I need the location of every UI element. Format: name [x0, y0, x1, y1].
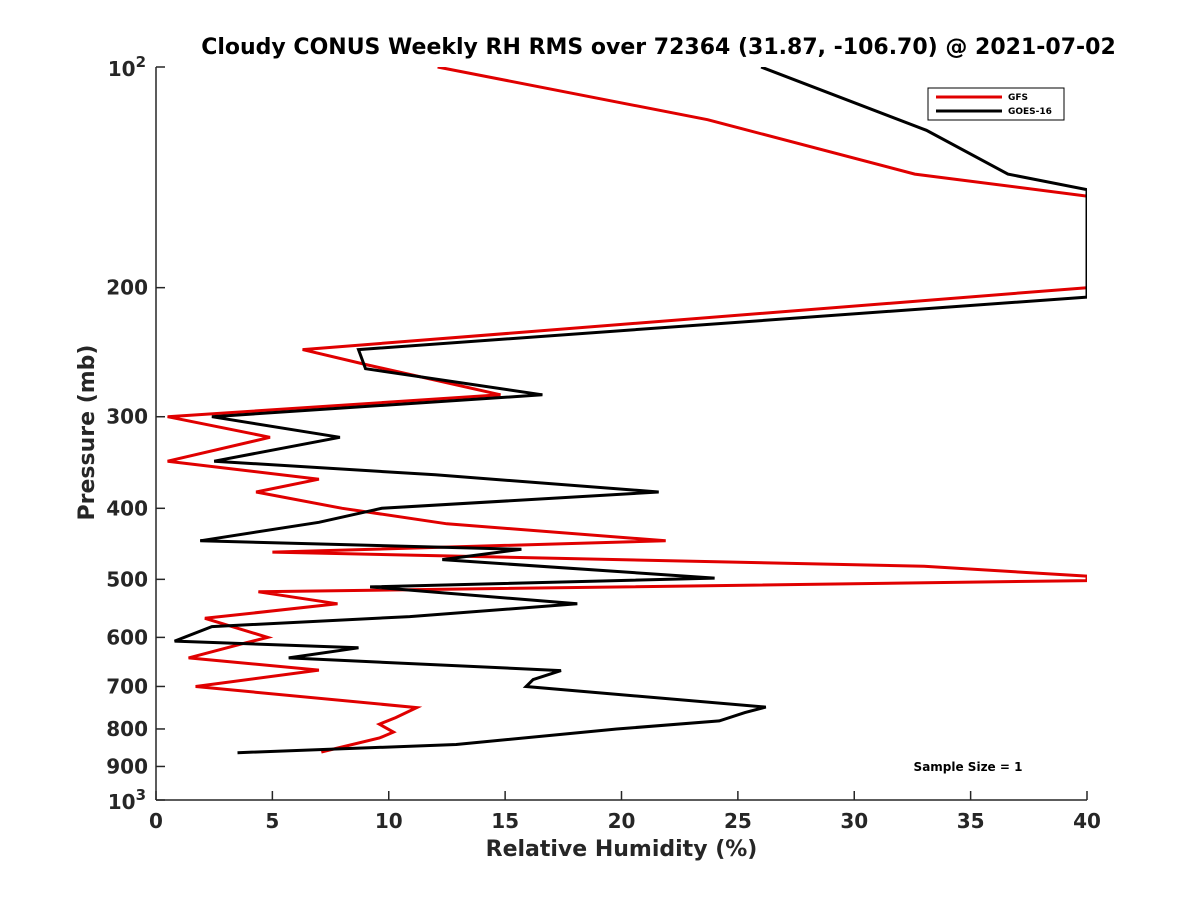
- series-line-goes-16: [174, 67, 1087, 755]
- legend-label: GFS: [1008, 93, 1028, 103]
- y-tick-label: 800: [106, 717, 148, 741]
- y-tick-label: 102: [108, 53, 146, 81]
- y-tick-label: 600: [106, 625, 148, 649]
- series-line-gfs: [167, 67, 1087, 754]
- x-tick-label: 10: [375, 809, 403, 833]
- x-axis-ticks: 0 5 10 15 20 25 30 35 40: [149, 791, 1101, 833]
- y-tick-label: 200: [106, 276, 148, 300]
- y-tick-label: 700: [106, 674, 148, 698]
- x-tick-label: 20: [608, 809, 636, 833]
- legend-box: [927, 87, 1065, 121]
- y-tick-label: 300: [106, 405, 148, 429]
- series-layer: [167, 67, 1087, 755]
- chart-title: Cloudy CONUS Weekly RH RMS over 72364 (3…: [201, 35, 1116, 60]
- y-axis-ticks: 102 200 300 400 500 600 700 800 900 103: [106, 53, 165, 814]
- legend-label: GOES-16: [1008, 107, 1052, 117]
- y-tick-label: 400: [106, 496, 148, 520]
- y-axis-label: Pressure (mb): [75, 345, 100, 521]
- x-tick-label: 5: [265, 809, 279, 833]
- x-tick-label: 30: [840, 809, 868, 833]
- x-tick-label: 25: [724, 809, 752, 833]
- y-tick-label: 500: [106, 567, 148, 591]
- x-tick-label: 40: [1073, 809, 1101, 833]
- y-tick-label: 103: [108, 786, 146, 814]
- legend: GFS GOES-16: [927, 87, 1065, 121]
- x-axis-label: Relative Humidity (%): [486, 837, 758, 862]
- y-tick-label: 900: [106, 754, 148, 778]
- sample-size-annotation: Sample Size = 1: [914, 760, 1023, 774]
- x-tick-label: 35: [957, 809, 985, 833]
- x-tick-label: 0: [149, 809, 163, 833]
- x-tick-label: 15: [491, 809, 519, 833]
